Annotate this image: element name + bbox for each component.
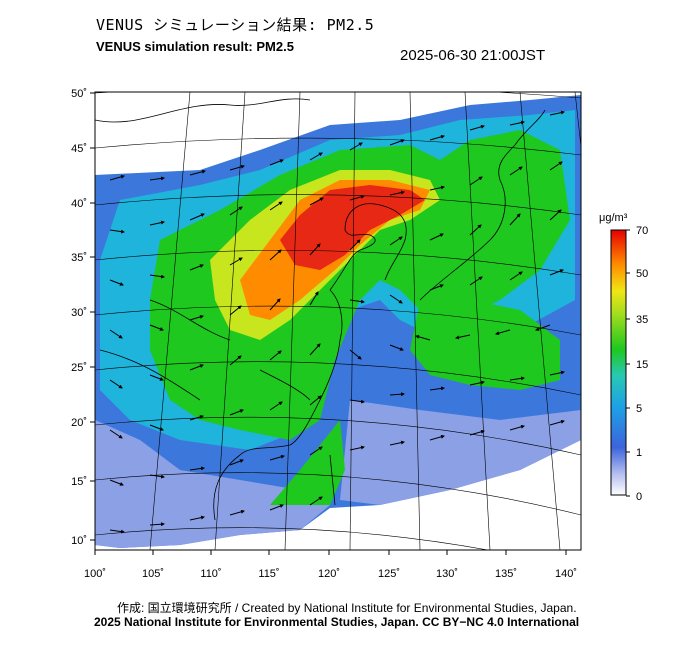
y-tick-label: 20˚ <box>71 417 87 429</box>
colorbar: μg/m³ 70 50 35 15 5 1 0 <box>599 212 648 503</box>
forecast-timestamp: 2025-06-30 21:00JST <box>400 47 546 64</box>
pm25-field <box>95 92 581 550</box>
x-axis-ticks: 100˚ 105˚ 110˚ 115˚ 120˚ 125˚ 130˚ 135˚ 140˚ <box>84 550 577 580</box>
colorbar-tick-label: 1 <box>636 447 642 459</box>
x-tick-label: 140˚ <box>555 568 577 580</box>
y-axis-ticks: 50˚ 45˚ 40˚ 35˚ 30˚ 25˚ 20˚ 15˚ 10˚ <box>71 88 95 547</box>
x-tick-label: 135˚ <box>495 568 517 580</box>
y-tick-label: 25˚ <box>71 362 87 374</box>
credit-japanese: 作成: 国立環境研究所 / Created by National Instit… <box>117 601 577 615</box>
x-tick-label: 100˚ <box>84 568 106 580</box>
wind-vectors <box>109 110 565 534</box>
map-frame <box>94 91 582 551</box>
x-tick-label: 105˚ <box>142 568 164 580</box>
graticule <box>95 92 581 550</box>
y-tick-label: 35˚ <box>71 252 87 264</box>
y-tick-label: 30˚ <box>71 307 87 319</box>
colorbar-scale <box>610 229 627 496</box>
x-tick-label: 130˚ <box>436 568 458 580</box>
y-tick-label: 10˚ <box>71 535 87 547</box>
y-tick-label: 15˚ <box>71 476 87 488</box>
colorbar-tick-label: 5 <box>636 403 642 415</box>
y-tick-label: 45˚ <box>71 143 87 155</box>
credit-english: 2025 National Institute for Environmenta… <box>94 615 580 629</box>
colorbar-tick-label: 35 <box>636 314 648 326</box>
colorbar-unit: μg/m³ <box>599 212 628 224</box>
colorbar-tick-label: 0 <box>636 491 642 503</box>
colorbar-tick-label: 50 <box>636 268 648 280</box>
title-english: VENUS simulation result: PM2.5 <box>96 39 294 54</box>
y-tick-label: 40˚ <box>71 198 87 210</box>
y-tick-label: 50˚ <box>71 88 87 100</box>
pm25-map: 100˚ 105˚ 110˚ 115˚ 120˚ 125˚ 130˚ 135˚ 140˚ 50˚… <box>71 88 648 580</box>
colorbar-tick-label: 15 <box>636 359 648 371</box>
x-tick-label: 125˚ <box>378 568 400 580</box>
title-japanese: VENUS シミュレーション結果: PM2.5 <box>96 16 375 34</box>
x-tick-label: 110˚ <box>200 568 221 580</box>
x-tick-label: 120˚ <box>318 568 340 580</box>
x-tick-label: 115˚ <box>258 568 279 580</box>
colorbar-tick-label: 70 <box>636 225 648 237</box>
